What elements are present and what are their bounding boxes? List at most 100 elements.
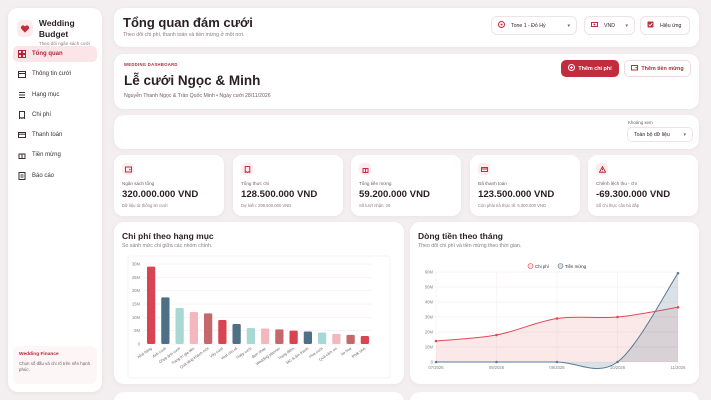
add-gift-button[interactable]: Thêm tiền mừng [624,60,691,77]
sidebar-footer: Wedding Finance Chọn số đầu và chi rõ tr… [13,346,97,384]
theme-select[interactable]: Tone 1 - Đỏ Hỷ ▾ [491,16,577,35]
y-tick-label: 25M [132,275,141,280]
brand-subtitle: Theo dõi ngân sách cưới [38,41,90,46]
heart-icon [17,20,33,37]
hero-card: WEDDING DASHBOARD Lễ cưới Ngọc & Minh Ng… [114,54,699,109]
sidebar-item-label: Báo cáo [32,172,55,179]
sidebar-item-thong-tin-cuoi[interactable]: Thông tin cưới [13,66,97,82]
currency-icon [591,21,598,30]
bar [246,328,256,344]
filter-card: Khoảng xem Toàn bộ dữ liệu ▾ [114,115,699,149]
effects-toggle[interactable]: Hiệu ứng [640,16,690,35]
y-tick-label: 15M [132,302,141,307]
data-point [495,360,498,364]
hero-title: Lễ cưới Ngọc & Minh [124,73,261,88]
cashflow-line-chart: 0 10M 20M 30M 40M 50M 60M 07/2026 08/2026 09/2026… [425,263,686,370]
data-point [495,333,498,337]
chevron-down-icon: ▾ [625,22,628,29]
data-point [555,317,559,320]
legend-swatch [557,263,564,269]
receipt-icon [241,163,253,175]
y-tick-label: 30M [132,262,141,267]
report-icon [18,171,26,180]
chevron-down-icon: ▾ [683,131,686,138]
gift-icon [359,163,371,175]
range-select[interactable]: Toàn bộ dữ liệu ▾ [627,127,693,142]
x-tick-label: Thiệp cưới [235,346,252,360]
bar [146,266,156,344]
receipt-icon [18,110,26,119]
checkbox-icon [647,21,654,30]
theme-select-value: Tone 1 - Đỏ Hỷ [511,22,546,29]
kpi-value: 59.200.000 VND [359,189,430,200]
sidebar-item-label: Thanh toán [32,132,63,139]
currency-select[interactable]: VND ▾ [584,16,635,35]
bar [360,336,370,344]
kpi-card-balance: Chênh lệch thu - chi -69.300.000 VND Số … [588,155,698,216]
grid-icon [18,50,26,58]
x-tick-label: Phát sinh [351,347,366,359]
wallet-icon [631,64,639,73]
currency-select-value: VND [604,22,615,29]
bar [289,330,298,344]
y-tick-label: 5M [134,328,140,333]
range-label: Khoảng xem [628,120,653,125]
add-expense-button[interactable]: Thêm chi phí [561,60,619,77]
kpi-value: 128.500.000 VND [241,189,318,200]
sidebar-item-tong-quan[interactable]: Tổng quan [13,46,97,62]
page-subtitle: Theo dõi chi phí, thanh toán và tiền mừn… [123,32,245,38]
sidebar: Wedding Budget Theo dõi ngân sách cưới T… [8,8,102,392]
card-title: Dòng tiền theo tháng [418,231,503,241]
kpi-label: Tổng thực chi [241,181,270,186]
y-tick-label: 50M [425,285,434,290]
legend-swatch [527,263,534,269]
effects-label: Hiệu ứng [660,22,682,29]
kpi-value: 320.000.000 VND [122,189,199,200]
bottom-card-left [114,392,404,400]
bar [332,333,341,344]
bar [218,320,227,344]
series-area [436,273,678,369]
kpi-label: Ngân sách tổng [122,181,155,186]
x-tick-label: 08/2026 [489,365,505,370]
sidebar-footer-text: Chọn số đầu và chi rõ trên nền hạnh phúc… [19,361,91,372]
sidebar-item-label: Hạng mục [32,91,60,98]
data-point [676,305,680,309]
series-line [436,272,679,370]
kpi-card-budget: Ngân sách tổng 320.000.000 VND Dữ liệu t… [114,155,224,216]
kpi-card-gifts: Tổng tiền mừng 59.200.000 VND Số lượt nh… [351,155,461,216]
y-tick-label: 10M [425,345,434,350]
sidebar-item-thanh-toan[interactable]: Thanh toán [13,127,97,143]
data-point [555,360,559,364]
x-tick-label: Xe hoa [340,346,353,357]
kpi-value: 123.500.000 VND [478,189,555,200]
card-title: Chi phí theo hạng mục [122,231,214,241]
sidebar-item-chi-phi[interactable]: Chi phí [13,107,97,123]
kpi-label: Tổng tiền mừng [359,181,392,186]
series-area [436,307,678,362]
kpi-note: Còn phải trả thực tế: 5.000.000 VND [478,203,546,208]
sidebar-item-bao-cao[interactable]: Báo cáo [13,168,97,184]
data-point [616,360,619,364]
plus-circle-icon [568,64,576,73]
sidebar-item-hang-muc[interactable]: Hạng mục [13,87,97,103]
card-subtitle: So sánh mức chi giữa các nhóm chính. [122,243,213,249]
brand: Wedding Budget Theo dõi ngân sách cưới [17,18,102,46]
bar [303,331,313,344]
bar [317,332,327,344]
range-select-value: Toàn bộ dữ liệu [634,131,670,138]
legend-label: Chi phí [535,264,550,269]
kpi-card-spent: Tổng thực chi 128.500.000 VND Dự kiến: 2… [233,155,343,216]
gift-icon [18,151,26,160]
x-tick-label: 11/2026 [671,365,686,370]
sidebar-item-label: Tổng quan [32,51,63,57]
sidebar-item-tien-mung[interactable]: Tiền mừng [13,147,97,163]
monthly-cashflow-card: Dòng tiền theo tháng Theo dõi chi phí và… [410,222,699,384]
legend-label: Tiền mừng [565,264,587,269]
y-tick-label: 20M [425,330,434,335]
card-subtitle: Theo dõi chi phí và tiền mừng theo thời … [418,243,522,249]
kpi-note: Số lượt nhận: 26 [359,203,391,208]
data-point [434,339,438,343]
x-tick-label: 10/2026 [610,365,626,370]
